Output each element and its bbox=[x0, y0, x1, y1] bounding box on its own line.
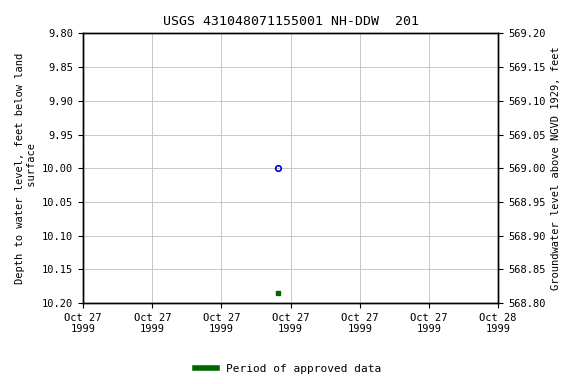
Y-axis label: Depth to water level, feet below land
 surface: Depth to water level, feet below land su… bbox=[15, 53, 37, 284]
Y-axis label: Groundwater level above NGVD 1929, feet: Groundwater level above NGVD 1929, feet bbox=[551, 46, 561, 290]
Title: USGS 431048071155001 NH-DDW  201: USGS 431048071155001 NH-DDW 201 bbox=[162, 15, 419, 28]
Legend: Period of approved data: Period of approved data bbox=[191, 359, 385, 379]
